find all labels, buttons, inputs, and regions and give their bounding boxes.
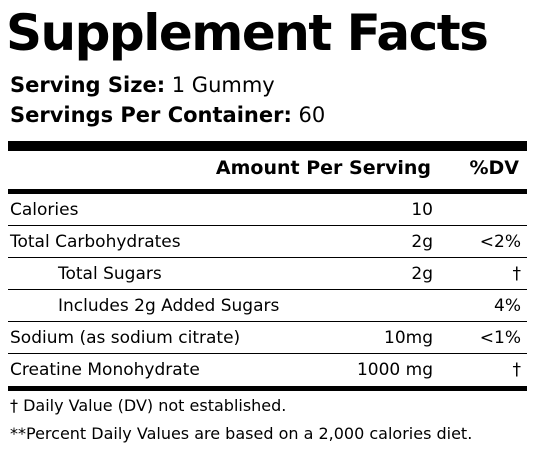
nutrient-amount: 10mg — [384, 328, 433, 348]
nutrient-row-calories: Calories 10 — [8, 194, 527, 226]
nutrient-dv: <1% — [479, 328, 521, 348]
serving-size-label: Serving Size: — [10, 73, 166, 97]
servings-per-container-value: 60 — [291, 103, 326, 127]
serving-size-value: 1 Gummy — [165, 73, 275, 97]
nutrient-amount: 2g — [411, 264, 433, 284]
nutrient-row-sodium: Sodium (as sodium citrate) 10mg <1% — [8, 322, 527, 354]
nutrient-row-creatine: Creatine Monohydrate 1000 mg † — [8, 354, 527, 386]
nutrient-row-added-sugars: Includes 2g Added Sugars 4% — [8, 290, 527, 322]
nutrient-name: Calories — [10, 200, 79, 220]
nutrient-name: Creatine Monohydrate — [10, 360, 200, 380]
footnote-daily-value: † Daily Value (DV) not established. — [10, 396, 287, 415]
servings-per-container-label: Servings Per Container: — [10, 103, 292, 127]
nutrient-dv: † — [512, 360, 522, 380]
nutrient-name: Sodium (as sodium citrate) — [10, 328, 241, 348]
bottom-divider — [8, 386, 527, 391]
thick-divider — [8, 141, 527, 151]
nutrient-name: Total Sugars — [58, 264, 162, 284]
footnote-percent-daily: **Percent Daily Values are based on a 2,… — [10, 424, 473, 443]
nutrient-table: Calories 10 Total Carbohydrates 2g <2% T… — [8, 194, 527, 386]
nutrient-row-total-sugars: Total Sugars 2g † — [8, 258, 527, 290]
nutrient-amount: 1000 mg — [356, 360, 433, 380]
header-divider — [8, 189, 527, 194]
serving-size-line: Serving Size: 1 Gummy — [10, 72, 275, 98]
nutrient-amount: 2g — [411, 232, 433, 252]
servings-per-container-line: Servings Per Container: 60 — [10, 102, 325, 128]
daily-value-header: %DV — [469, 157, 519, 179]
nutrient-name: Includes 2g Added Sugars — [58, 296, 280, 316]
label-title: Supplement Facts — [6, 4, 489, 62]
nutrient-row-total-carbohydrates: Total Carbohydrates 2g <2% — [8, 226, 527, 258]
amount-per-serving-header: Amount Per Serving — [215, 157, 431, 179]
nutrient-dv: † — [512, 264, 522, 284]
nutrient-amount: 10 — [411, 200, 433, 220]
nutrient-dv: <2% — [479, 232, 521, 252]
nutrient-name: Total Carbohydrates — [10, 232, 181, 252]
nutrient-dv: 4% — [494, 296, 521, 316]
